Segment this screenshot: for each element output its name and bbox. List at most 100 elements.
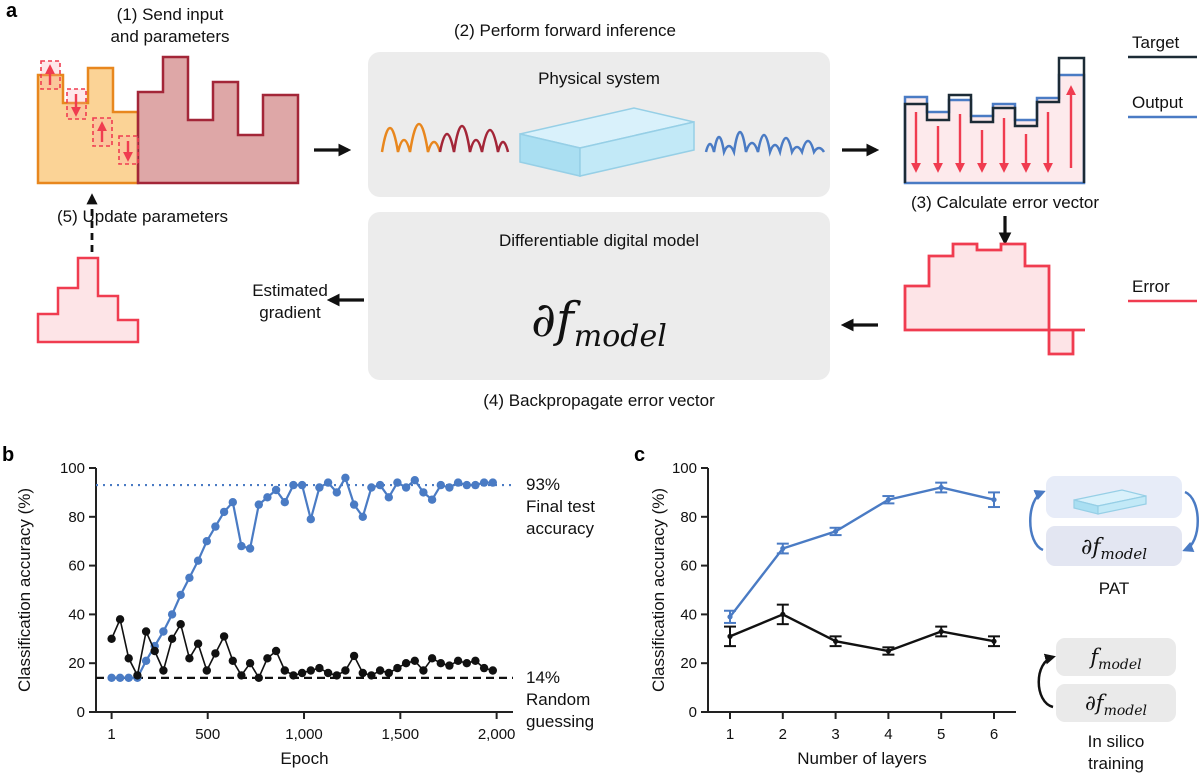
data-point bbox=[245, 544, 255, 553]
data-point bbox=[938, 628, 944, 635]
data-point bbox=[115, 615, 125, 624]
series-in-silico-training bbox=[724, 603, 1000, 656]
input-histogram bbox=[36, 55, 300, 185]
x-tick-label: 500 bbox=[195, 726, 220, 743]
data-point bbox=[488, 666, 497, 675]
step5-label: (5) Update parameters bbox=[57, 207, 228, 226]
step3-label: (3) Calculate error vector bbox=[911, 193, 1099, 212]
data-point bbox=[401, 659, 411, 668]
data-point bbox=[176, 620, 185, 629]
reference-line-annotation: accuracy bbox=[526, 519, 595, 538]
data-point bbox=[202, 537, 211, 546]
input-histogram-darkred bbox=[136, 55, 300, 185]
data-point bbox=[367, 483, 376, 492]
data-point bbox=[375, 480, 385, 490]
insilico-f-sub: model bbox=[1098, 657, 1141, 673]
data-point bbox=[358, 668, 367, 678]
gradient-histogram bbox=[36, 256, 140, 344]
data-point bbox=[297, 668, 307, 678]
data-point bbox=[185, 573, 194, 582]
data-point bbox=[991, 638, 997, 644]
data-point bbox=[280, 498, 289, 507]
data-point bbox=[315, 483, 324, 492]
data-point bbox=[133, 671, 142, 680]
insilico-df-box bbox=[1056, 684, 1176, 722]
digital-model-math: ∂fmodel bbox=[531, 292, 667, 354]
y-tick-label: 0 bbox=[77, 704, 85, 721]
insilico-legend: fmodel ∂fmodel In silico training bbox=[1037, 638, 1176, 773]
data-point bbox=[141, 656, 151, 665]
pat-model-math: ∂fmodel bbox=[1081, 535, 1147, 563]
data-point bbox=[419, 488, 428, 497]
panel-label-a: a bbox=[6, 0, 18, 22]
target-label: Target bbox=[1132, 33, 1180, 52]
data-point bbox=[453, 478, 463, 487]
data-point bbox=[271, 646, 281, 656]
error-histogram bbox=[903, 242, 1085, 356]
data-point bbox=[237, 671, 246, 680]
data-point bbox=[488, 478, 497, 487]
panel-label-b: b bbox=[2, 444, 15, 466]
data-point bbox=[219, 632, 229, 641]
data-point bbox=[306, 515, 315, 524]
data-point bbox=[107, 673, 116, 682]
wave-darkred bbox=[438, 125, 510, 153]
data-point bbox=[150, 646, 159, 656]
axes bbox=[707, 468, 1016, 713]
physical-system-label: Physical system bbox=[538, 69, 660, 88]
y-tick-label: 20 bbox=[68, 655, 85, 672]
data-point bbox=[727, 614, 733, 620]
data-point bbox=[280, 666, 289, 675]
data-point bbox=[271, 485, 281, 495]
data-point bbox=[323, 668, 333, 678]
digital-model-label: Differentiable digital model bbox=[499, 231, 699, 250]
data-point bbox=[453, 656, 463, 665]
data-point bbox=[375, 666, 385, 675]
y-tick-label: 60 bbox=[68, 558, 85, 575]
y-tick-label: 20 bbox=[680, 655, 697, 672]
reference-line-annotation: guessing bbox=[526, 712, 594, 731]
data-point bbox=[427, 495, 437, 504]
data-point bbox=[115, 673, 125, 682]
data-point bbox=[193, 556, 203, 565]
data-point bbox=[991, 497, 997, 503]
panel-b-chart: 0 20 40 60 80 100 Epoch Classification accuracy… bbox=[15, 460, 595, 768]
data-point bbox=[393, 663, 402, 673]
estimated-gradient-line2: gradient bbox=[259, 303, 321, 322]
data-point bbox=[211, 522, 220, 531]
data-point bbox=[124, 673, 133, 682]
x-tick-label: 6 bbox=[990, 726, 998, 743]
data-point bbox=[202, 666, 211, 675]
series-line bbox=[729, 613, 995, 653]
data-point bbox=[176, 590, 185, 600]
data-point bbox=[349, 651, 359, 661]
error-label: Error bbox=[1132, 277, 1170, 296]
x-tick-label: 1 bbox=[107, 726, 115, 743]
data-point bbox=[393, 478, 402, 487]
x-tick-label: 1 bbox=[726, 726, 734, 743]
data-point bbox=[479, 663, 489, 673]
y-tick-label: 100 bbox=[60, 460, 85, 477]
output-label: Output bbox=[1132, 93, 1183, 112]
insilico-f-main: f bbox=[1088, 645, 1101, 669]
y-axis-label: Classification accuracy (%) bbox=[15, 488, 34, 692]
data-point bbox=[323, 478, 333, 487]
wave-orange bbox=[380, 122, 442, 153]
data-point bbox=[445, 483, 454, 492]
x-tick-label: 1,500 bbox=[382, 726, 420, 743]
pat-model-box bbox=[1046, 526, 1182, 566]
data-point bbox=[159, 666, 168, 675]
series-line bbox=[729, 486, 995, 618]
y-tick-label: 40 bbox=[680, 606, 697, 623]
data-point bbox=[833, 528, 839, 535]
series-pat bbox=[107, 473, 497, 682]
data-point bbox=[462, 659, 471, 668]
data-point bbox=[228, 656, 237, 665]
wave-blue bbox=[704, 130, 826, 157]
pat-label: PAT bbox=[1099, 579, 1130, 598]
data-point bbox=[341, 473, 350, 482]
data-point bbox=[462, 480, 471, 490]
data-point bbox=[185, 654, 194, 663]
chart-c: 0 20 40 60 80 100 Number of layers Classificati… bbox=[649, 460, 1016, 768]
